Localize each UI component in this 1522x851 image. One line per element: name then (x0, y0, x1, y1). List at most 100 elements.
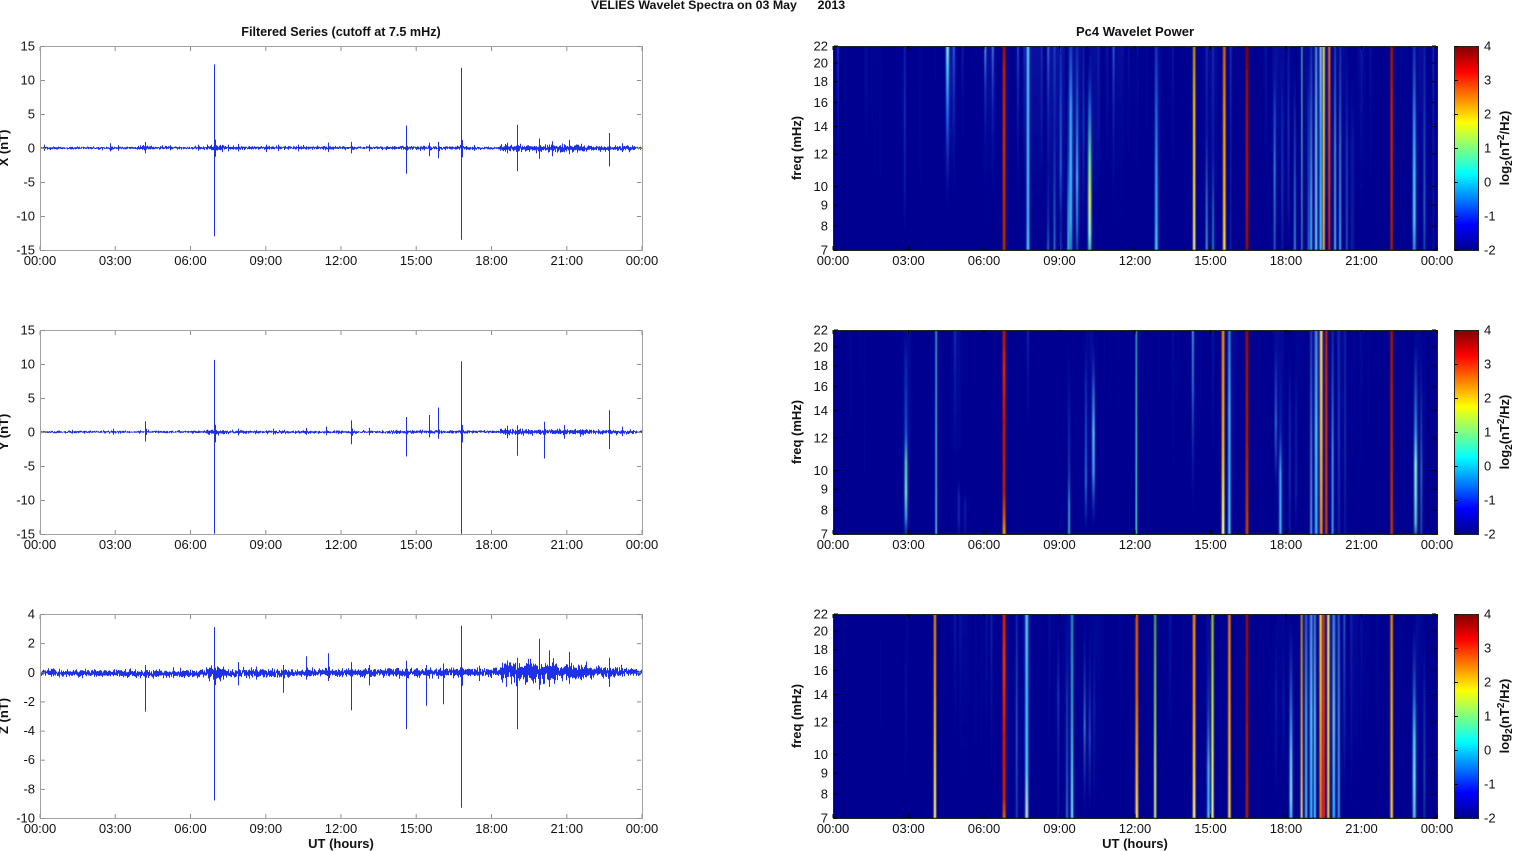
svg-text:00:00: 00:00 (24, 253, 57, 268)
svg-text:14: 14 (814, 403, 828, 418)
svg-text:0: 0 (28, 425, 35, 440)
svg-text:10: 10 (21, 73, 35, 88)
svg-text:15:00: 15:00 (400, 537, 433, 552)
svg-text:03:00: 03:00 (892, 253, 925, 268)
svg-text:12:00: 12:00 (325, 253, 358, 268)
svg-text:00:00: 00:00 (626, 253, 659, 268)
svg-text:-5: -5 (23, 175, 35, 190)
svg-text:UT (hours): UT (hours) (308, 836, 374, 851)
svg-text:16: 16 (814, 663, 828, 678)
svg-text:-1: -1 (1484, 777, 1496, 792)
svg-text:20: 20 (814, 340, 828, 355)
svg-text:Filtered Series (cutoff at 7.5: Filtered Series (cutoff at 7.5 mHz) (241, 25, 440, 39)
svg-text:00:00: 00:00 (1421, 537, 1454, 552)
svg-text:12:00: 12:00 (1119, 253, 1152, 268)
svg-text:4: 4 (1484, 607, 1491, 622)
svg-text:21:00: 21:00 (551, 821, 584, 836)
svg-text:-6: -6 (23, 752, 35, 767)
svg-text:8: 8 (821, 219, 828, 234)
svg-text:06:00: 06:00 (968, 821, 1001, 836)
svg-text:5: 5 (28, 391, 35, 406)
svg-text:12: 12 (814, 431, 828, 446)
svg-text:7: 7 (821, 243, 828, 258)
svg-text:14: 14 (814, 687, 828, 702)
svg-text:16: 16 (814, 95, 828, 110)
svg-text:3: 3 (1484, 357, 1491, 372)
svg-text:VELIES Wavelet Spectra on 03 M: VELIES Wavelet Spectra on 03 May 2013 (591, 0, 845, 12)
svg-text:09:00: 09:00 (250, 821, 283, 836)
svg-text:2: 2 (1484, 391, 1491, 406)
svg-text:-2: -2 (1484, 527, 1496, 542)
svg-text:18: 18 (814, 74, 828, 89)
svg-text:00:00: 00:00 (1421, 253, 1454, 268)
svg-text:3: 3 (1484, 641, 1491, 656)
svg-text:03:00: 03:00 (99, 537, 132, 552)
svg-text:10: 10 (814, 747, 828, 762)
svg-text:-2: -2 (1484, 243, 1496, 258)
svg-text:16: 16 (814, 379, 828, 394)
svg-text:-10: -10 (16, 493, 35, 508)
svg-text:18:00: 18:00 (1270, 821, 1303, 836)
svg-text:1: 1 (1484, 709, 1491, 724)
svg-text:7: 7 (821, 811, 828, 826)
svg-text:21:00: 21:00 (1345, 821, 1378, 836)
svg-text:09:00: 09:00 (1043, 537, 1076, 552)
svg-text:log2(nT2/Hz): log2(nT2/Hz) (1496, 395, 1515, 470)
svg-text:15:00: 15:00 (1194, 537, 1227, 552)
svg-text:1: 1 (1484, 141, 1491, 156)
svg-text:12: 12 (814, 715, 828, 730)
svg-text:-1: -1 (1484, 209, 1496, 224)
svg-text:15:00: 15:00 (400, 253, 433, 268)
svg-text:7: 7 (821, 527, 828, 542)
svg-text:18:00: 18:00 (475, 821, 508, 836)
svg-text:18:00: 18:00 (475, 253, 508, 268)
svg-text:2: 2 (28, 636, 35, 651)
svg-text:0: 0 (1484, 743, 1491, 758)
svg-text:1: 1 (1484, 425, 1491, 440)
svg-text:09:00: 09:00 (250, 253, 283, 268)
svg-text:4: 4 (28, 607, 35, 622)
svg-text:00:00: 00:00 (817, 537, 850, 552)
svg-text:-15: -15 (16, 527, 35, 542)
svg-text:UT (hours): UT (hours) (1102, 836, 1168, 851)
svg-text:21:00: 21:00 (551, 253, 584, 268)
svg-text:-4: -4 (23, 723, 35, 738)
svg-text:00:00: 00:00 (626, 821, 659, 836)
svg-text:0: 0 (28, 141, 35, 156)
svg-text:9: 9 (821, 198, 828, 213)
svg-text:15: 15 (21, 39, 35, 54)
svg-text:Pc4 Wavelet Power: Pc4 Wavelet Power (1076, 24, 1194, 39)
svg-text:18:00: 18:00 (475, 537, 508, 552)
svg-text:00:00: 00:00 (817, 253, 850, 268)
svg-text:22: 22 (814, 39, 828, 54)
svg-text:21:00: 21:00 (1345, 537, 1378, 552)
svg-text:9: 9 (821, 766, 828, 781)
svg-text:-5: -5 (23, 459, 35, 474)
svg-text:00:00: 00:00 (1421, 821, 1454, 836)
svg-text:09:00: 09:00 (250, 537, 283, 552)
svg-text:06:00: 06:00 (968, 537, 1001, 552)
svg-text:00:00: 00:00 (24, 537, 57, 552)
svg-text:03:00: 03:00 (892, 821, 925, 836)
svg-text:15: 15 (21, 323, 35, 338)
svg-text:12:00: 12:00 (325, 821, 358, 836)
svg-text:-10: -10 (16, 811, 35, 826)
svg-text:2: 2 (1484, 675, 1491, 690)
svg-text:freq (mHz): freq (mHz) (789, 684, 804, 748)
svg-text:00:00: 00:00 (626, 537, 659, 552)
svg-text:log2(nT2/Hz): log2(nT2/Hz) (1496, 111, 1515, 186)
svg-text:12:00: 12:00 (325, 537, 358, 552)
svg-text:-2: -2 (23, 694, 35, 709)
svg-text:12:00: 12:00 (1119, 537, 1152, 552)
svg-text:18: 18 (814, 642, 828, 657)
svg-text:20: 20 (814, 624, 828, 639)
svg-text:03:00: 03:00 (99, 253, 132, 268)
svg-text:-15: -15 (16, 243, 35, 258)
svg-text:00:00: 00:00 (24, 821, 57, 836)
svg-text:Y (nT): Y (nT) (0, 414, 11, 451)
svg-text:12:00: 12:00 (1119, 821, 1152, 836)
svg-text:3: 3 (1484, 73, 1491, 88)
svg-text:X (nT): X (nT) (0, 130, 11, 167)
svg-text:log2(nT2/Hz): log2(nT2/Hz) (1496, 679, 1515, 754)
svg-text:0: 0 (1484, 459, 1491, 474)
